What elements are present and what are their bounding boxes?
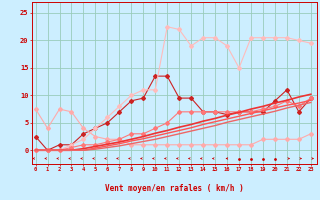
X-axis label: Vent moyen/en rafales ( km/h ): Vent moyen/en rafales ( km/h ) [105,184,244,193]
